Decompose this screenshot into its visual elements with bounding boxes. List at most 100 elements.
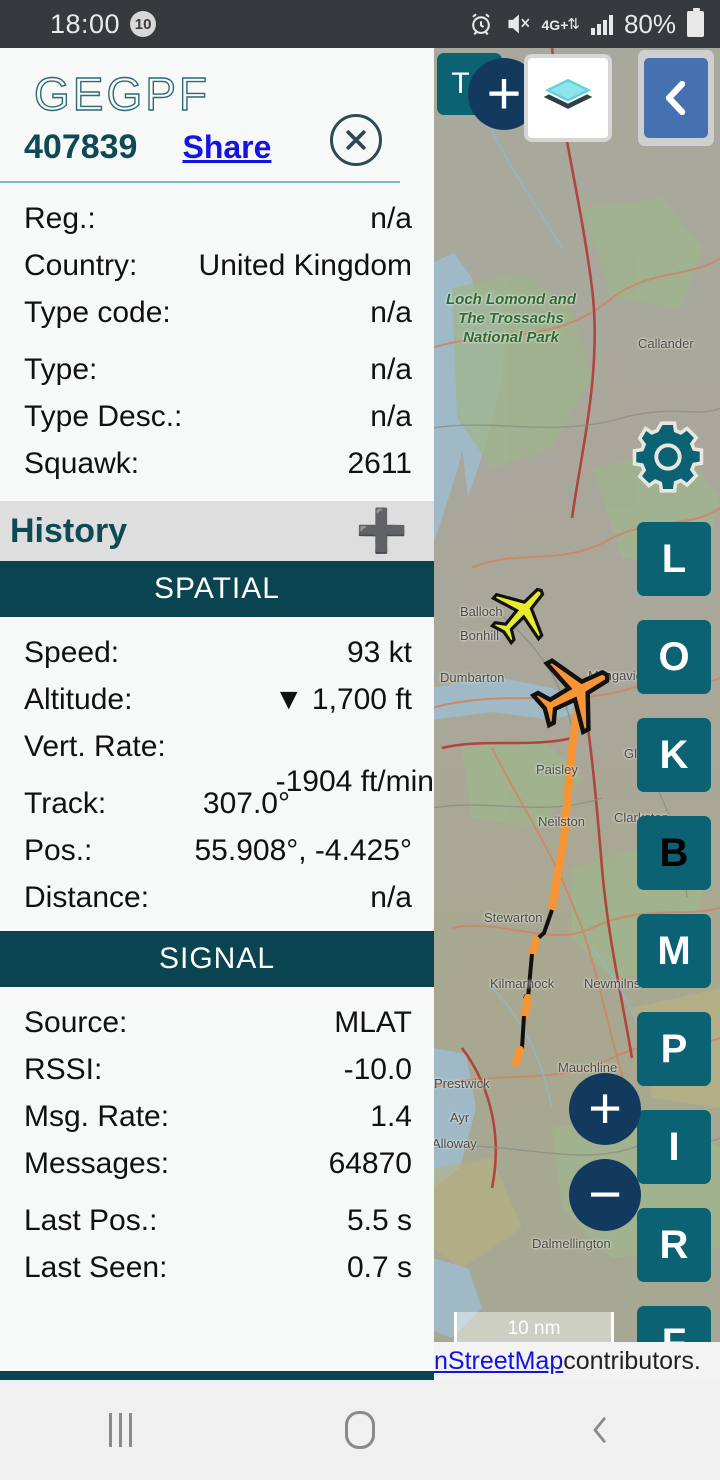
row-value: 0.7 s — [346, 1251, 412, 1284]
row-value: n/a — [370, 353, 412, 386]
openstreetmap-link[interactable]: nStreetMap — [434, 1346, 564, 1375]
table-row: Vert. Rate: — [24, 723, 412, 770]
row-value: 2611 — [347, 447, 412, 480]
row-label: Squawk: — [24, 447, 140, 480]
plus-icon: + — [486, 60, 522, 127]
map-filter-button-m[interactable]: M — [637, 914, 711, 988]
table-row: Source: MLAT — [24, 999, 412, 1046]
close-icon — [346, 130, 366, 150]
table-row: Last Seen: 0.7 s — [24, 1244, 412, 1291]
map-label: Stewarton — [484, 910, 543, 925]
map-label: Ayr — [450, 1110, 470, 1125]
collapse-panel-button[interactable] — [638, 50, 714, 146]
map-filter-button-b[interactable]: B — [637, 816, 711, 890]
map-label: Balloch — [460, 604, 503, 619]
aircraft-orange-icon[interactable] — [507, 629, 637, 759]
table-row: Last Pos.: 5.5 s — [24, 1197, 412, 1244]
back-button[interactable] — [540, 1413, 660, 1447]
signal-rows: Source: MLAT RSSI: -10.0 Msg. Rate: 1.4 … — [0, 987, 434, 1291]
row-value: United Kingdom — [198, 249, 412, 282]
android-nav-bar — [0, 1380, 720, 1480]
mute-icon — [505, 11, 531, 37]
back-icon — [593, 1417, 606, 1443]
map-filter-button-l[interactable]: L — [637, 522, 711, 596]
vertical-rate-value: -1904 ft/min — [275, 765, 434, 798]
table-row: Type Desc.: n/a — [24, 393, 412, 440]
table-row: Track: 307.0° — [24, 780, 412, 827]
zoom-out-button[interactable]: − — [569, 1159, 641, 1231]
aircraft-callsign: GEGPF — [33, 67, 211, 120]
spatial-rows: Speed: 93 kt Altitude: ▼ 1,700 ft Vert. … — [0, 617, 434, 921]
table-row: Msg. Rate: 1.4 — [24, 1093, 412, 1140]
table-row: Squawk: 2611 — [24, 440, 412, 487]
recents-button[interactable] — [60, 1413, 180, 1447]
plus-icon[interactable]: ➕ — [355, 507, 408, 554]
row-value: n/a — [370, 202, 412, 235]
map-filter-button-r[interactable]: R — [637, 1208, 711, 1282]
row-label: Vert. Rate: — [24, 730, 166, 763]
table-row: Messages: 64870 — [24, 1140, 412, 1187]
map-label: Mauchline — [558, 1060, 618, 1075]
map-filter-button-i[interactable]: I — [637, 1110, 711, 1184]
row-label: Speed: — [24, 636, 120, 669]
aircraft-icao: 407839 — [24, 128, 138, 166]
map-filter-buttons[interactable]: L O K B M P I R F — [637, 522, 711, 1380]
row-label: Type Desc.: — [24, 400, 183, 433]
table-row: Reg.: n/a — [24, 195, 412, 242]
table-row: Speed: 93 kt — [24, 629, 412, 676]
map-view[interactable]: Loch Lomond and The Trossachs National P… — [432, 48, 720, 1380]
row-value: MLAT — [334, 1006, 412, 1039]
row-label: Last Pos.: — [24, 1204, 158, 1237]
row-label: Pos.: — [24, 834, 93, 867]
table-row: Type code: n/a — [24, 289, 412, 336]
aircraft-info-rows: Reg.: n/a Country: United Kingdom Type c… — [0, 183, 434, 487]
map-label: Prestwick — [434, 1076, 490, 1091]
map-filter-button-o[interactable]: O — [637, 620, 711, 694]
row-label: Country: — [24, 249, 138, 282]
network-type-icon: 4G+ ⇅ — [541, 15, 580, 33]
aircraft-yellow-icon[interactable] — [466, 560, 573, 667]
row-value: 1.4 — [370, 1100, 412, 1133]
alarm-icon — [468, 11, 494, 37]
row-label: RSSI: — [24, 1053, 103, 1086]
gear-icon — [632, 421, 704, 493]
notification-count-badge: 10 — [130, 11, 157, 37]
map-label: Dumbarton — [440, 670, 505, 685]
map-label: Dalmellington — [532, 1236, 611, 1251]
row-value: n/a — [370, 296, 412, 329]
table-row: Country: United Kingdom — [24, 242, 412, 289]
map-filter-button-k[interactable]: K — [637, 718, 711, 792]
map-label: Callander — [638, 336, 694, 351]
row-label: Type code: — [24, 296, 171, 329]
row-value: n/a — [370, 881, 412, 914]
row-label: Type: — [24, 353, 98, 386]
close-button[interactable] — [330, 114, 382, 166]
map-label: Neilston — [538, 814, 585, 829]
map-filter-button-p[interactable]: P — [637, 1012, 711, 1086]
row-label: Track: — [24, 787, 107, 820]
row-value: 64870 — [328, 1147, 412, 1180]
row-label: Msg. Rate: — [24, 1100, 170, 1133]
panel-bottom-bar — [0, 1371, 434, 1380]
row-value: ▼ 1,700 ft — [273, 683, 412, 716]
spatial-section-header: SPATIAL — [0, 561, 434, 617]
status-bar: 18:00 10 4G+ ⇅ 80% — [0, 0, 720, 48]
home-button[interactable] — [300, 1411, 420, 1449]
settings-button[interactable] — [629, 418, 707, 496]
row-label: Last Seen: — [24, 1251, 168, 1284]
map-label: Bonhill — [460, 628, 500, 643]
signal-bars-icon — [590, 13, 613, 35]
header-divider — [0, 181, 400, 183]
zoom-in-button[interactable]: + — [569, 1073, 641, 1145]
row-value: -10.0 — [343, 1053, 412, 1086]
share-link[interactable]: Share — [182, 129, 272, 165]
table-row: Altitude: ▼ 1,700 ft — [24, 676, 412, 723]
history-section-header[interactable]: History ➕ — [0, 501, 434, 561]
zoom-controls[interactable]: + − — [569, 1073, 641, 1245]
map-label: Alloway — [432, 1136, 477, 1151]
row-value: 55.908°, -4.425° — [194, 834, 413, 867]
row-value: 307.0° — [202, 787, 290, 820]
table-row: Type: n/a — [24, 346, 412, 393]
layers-button[interactable] — [524, 54, 612, 142]
map-label: Paisley — [536, 762, 578, 777]
